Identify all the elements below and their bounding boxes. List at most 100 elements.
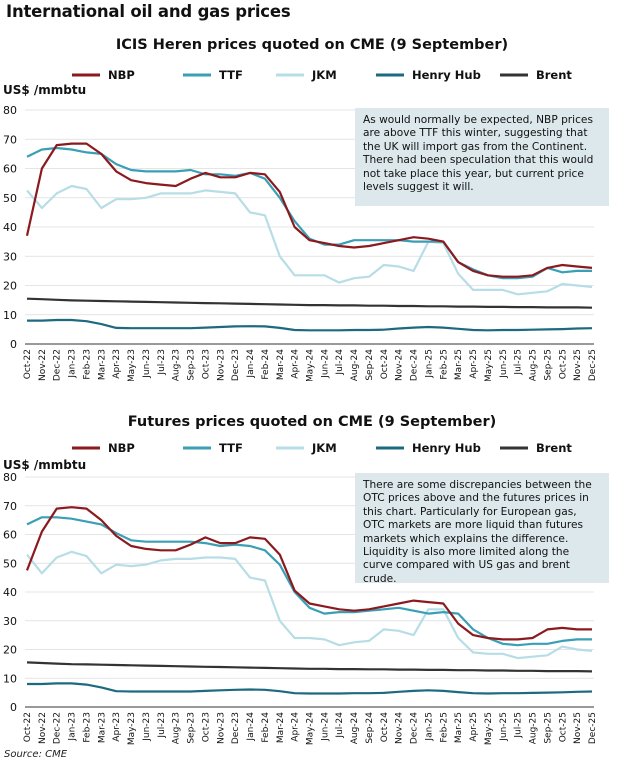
series-line-nbp <box>25 142 593 278</box>
x-tick-label: Apr-24 <box>291 349 301 379</box>
x-tick-label: Mar-25 <box>454 349 464 380</box>
y-tick-label: 70 <box>3 500 17 513</box>
legend-label-henry-hub: Henry Hub <box>412 68 481 82</box>
x-tick-label: Dec-23 <box>231 349 241 381</box>
x-tick-label: Feb-25 <box>439 712 449 743</box>
y-tick-label: 80 <box>3 104 17 117</box>
chart-title: ICIS Heren prices quoted on CME (9 Septe… <box>116 37 508 53</box>
x-tick-label: Apr-24 <box>291 712 301 742</box>
y-tick-label: 30 <box>3 250 17 263</box>
x-tick-label: Dec-25 <box>588 349 598 381</box>
x-tick-label: Dec-22 <box>53 349 63 381</box>
x-tick-label: Sep-24 <box>365 349 375 381</box>
x-tick-label: Apr-23 <box>112 712 122 742</box>
series-line-henry-hub <box>27 318 593 332</box>
x-tick-label: Oct-22 <box>23 712 33 742</box>
x-tick-label: Oct-25 <box>558 349 568 379</box>
x-tick-label: Jan-23 <box>68 349 78 379</box>
x-tick-label: Oct-22 <box>23 349 33 379</box>
x-tick-label: Feb-24 <box>261 712 271 743</box>
x-tick-label: Aug-24 <box>350 712 360 745</box>
x-tick-label: Mar-24 <box>276 349 286 380</box>
x-tick-label: Aug-25 <box>529 349 539 381</box>
y-tick-label: 20 <box>3 644 17 657</box>
x-tick-label: Nov-22 <box>38 349 48 381</box>
x-tick-label: Nov-24 <box>395 349 405 381</box>
annotation-box-futures: There are some discrepancies between the… <box>355 473 609 585</box>
legend-label-nbp: NBP <box>108 68 135 82</box>
y-tick-label: 60 <box>3 163 17 176</box>
series-line-brent <box>26 297 593 309</box>
x-tick-label: Oct-24 <box>380 712 390 743</box>
x-tick-label: Jan-25 <box>424 712 434 742</box>
x-tick-label: Apr-23 <box>112 349 122 379</box>
legend-label-nbp: NBP <box>108 441 135 455</box>
x-tick-label: Dec-24 <box>410 712 420 744</box>
annotation-box-icis: As would normally be expected, NBP price… <box>355 108 609 206</box>
x-tick-label: Jun-24 <box>320 712 330 742</box>
x-tick-label: Feb-24 <box>261 349 271 380</box>
x-tick-label: Jun-24 <box>320 349 330 379</box>
y-tick-label: 40 <box>3 586 17 599</box>
x-tick-label: Sep-23 <box>187 712 197 744</box>
x-tick-label: Jun-25 <box>499 712 509 742</box>
x-tick-label: Oct-23 <box>201 349 211 379</box>
x-tick-label: Sep-25 <box>543 349 553 381</box>
source-note: Source: CME <box>4 749 68 760</box>
chart-futures: Futures prices quoted on CME (9 Septembe… <box>3 414 598 745</box>
x-tick-label: Jul-23 <box>157 349 167 376</box>
x-tick-label: Mar-24 <box>276 712 286 743</box>
legend-label-ttf: TTF <box>219 68 243 82</box>
series-line-ttf <box>26 516 592 647</box>
x-tick-label: Nov-23 <box>216 349 226 381</box>
x-tick-label: May-23 <box>127 349 137 381</box>
x-tick-label: Aug-23 <box>172 712 182 744</box>
legend-label-jkm: JKM <box>311 441 337 455</box>
x-tick-label: Dec-22 <box>53 712 63 744</box>
x-tick-label: May-25 <box>484 712 494 745</box>
y-tick-label: 50 <box>3 192 17 205</box>
series-line-jkm <box>26 550 593 660</box>
x-tick-label: Jun-23 <box>142 712 152 742</box>
x-tick-label: Jul-23 <box>157 712 167 739</box>
y-tick-label: 70 <box>3 133 17 146</box>
series-line-jkm <box>26 184 593 296</box>
x-tick-label: Jun-25 <box>499 349 509 379</box>
y-tick-label: 0 <box>10 338 17 351</box>
y-tick-label: 10 <box>3 309 17 322</box>
x-tick-label: Sep-25 <box>543 712 553 744</box>
y-tick-label: 20 <box>3 280 17 293</box>
series-line-henry-hub <box>27 682 593 695</box>
x-tick-label: Dec-24 <box>410 349 420 381</box>
x-tick-label: May-23 <box>127 712 137 745</box>
y-axis-label: US$ /mmbtu <box>3 83 86 97</box>
x-tick-label: May-25 <box>484 349 494 381</box>
legend-label-ttf: TTF <box>219 441 243 455</box>
chart-icis-heren: ICIS Heren prices quoted on CME (9 Septe… <box>3 37 598 381</box>
y-tick-label: 60 <box>3 529 17 542</box>
x-tick-label: Apr-25 <box>469 712 479 742</box>
x-tick-label: May-24 <box>306 349 316 381</box>
x-tick-label: Aug-25 <box>529 712 539 744</box>
x-tick-label: Dec-25 <box>588 712 598 744</box>
y-tick-label: 40 <box>3 221 17 234</box>
y-tick-label: 0 <box>10 701 17 714</box>
page-title: International oil and gas prices <box>6 2 291 21</box>
y-tick-label: 50 <box>3 557 17 570</box>
x-tick-label: Dec-23 <box>231 712 241 744</box>
x-tick-label: Oct-23 <box>201 712 211 742</box>
legend-label-henry-hub: Henry Hub <box>412 441 481 455</box>
x-tick-label: Jul-25 <box>514 712 524 739</box>
legend-label-brent: Brent <box>536 441 572 455</box>
x-tick-label: Nov-24 <box>395 712 405 744</box>
series-line-brent <box>26 661 593 673</box>
y-tick-label: 30 <box>3 615 17 628</box>
y-tick-label: 10 <box>3 672 17 685</box>
y-tick-label: 80 <box>3 471 17 484</box>
x-tick-label: Jul-24 <box>335 349 345 376</box>
legend-label-jkm: JKM <box>311 68 337 82</box>
x-tick-label: Jan-25 <box>424 349 434 379</box>
x-tick-label: Aug-24 <box>350 349 360 381</box>
x-tick-label: Oct-25 <box>558 712 568 742</box>
x-tick-label: Nov-23 <box>216 712 226 744</box>
